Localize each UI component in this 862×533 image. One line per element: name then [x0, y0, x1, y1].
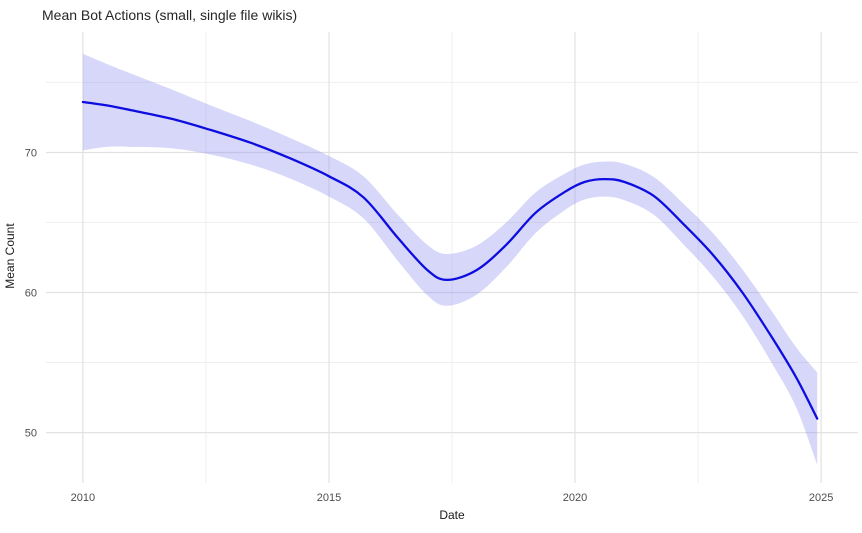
x-tick-label: 2010 — [71, 492, 95, 504]
y-tick-label: 70 — [25, 148, 37, 160]
confidence-band — [82, 53, 818, 465]
y-axis-title: Mean Count — [3, 223, 17, 289]
x-tick-label: 2020 — [563, 492, 587, 504]
x-tick-label: 2015 — [317, 492, 341, 504]
y-tick-label: 60 — [25, 288, 37, 300]
x-axis-title: Date — [439, 508, 465, 522]
x-tick-label: 2025 — [809, 492, 833, 504]
chart-title: Mean Bot Actions (small, single file wik… — [42, 7, 298, 23]
smooth-line — [81, 100, 819, 420]
y-tick-label: 50 — [25, 428, 37, 440]
